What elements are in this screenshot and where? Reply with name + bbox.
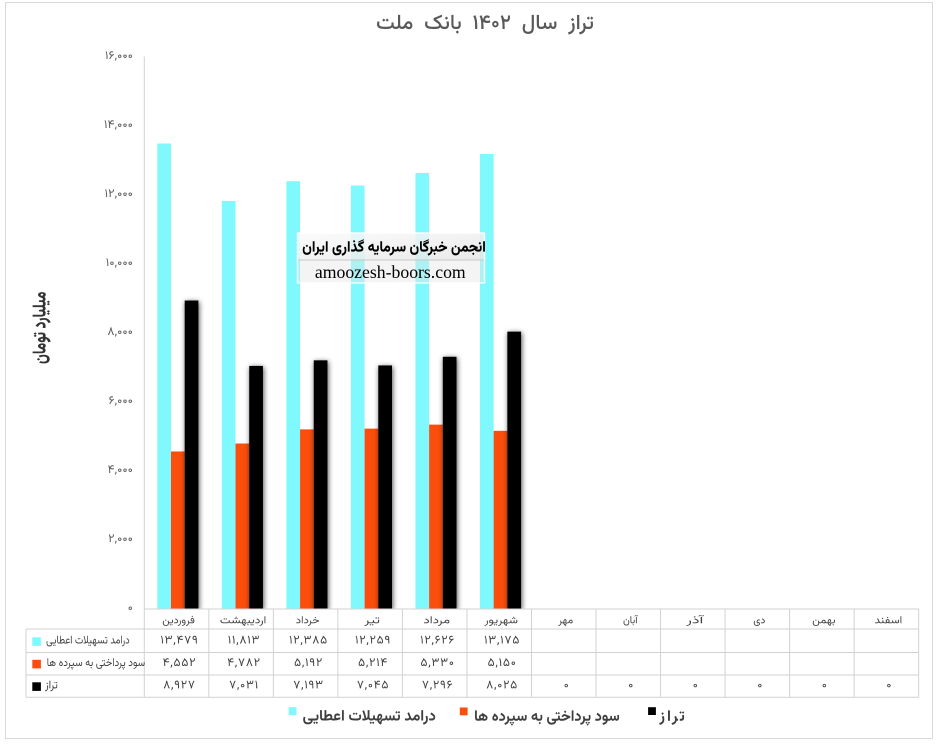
svg-text:amoozesh-boors.com: amoozesh-boors.com (315, 262, 466, 282)
